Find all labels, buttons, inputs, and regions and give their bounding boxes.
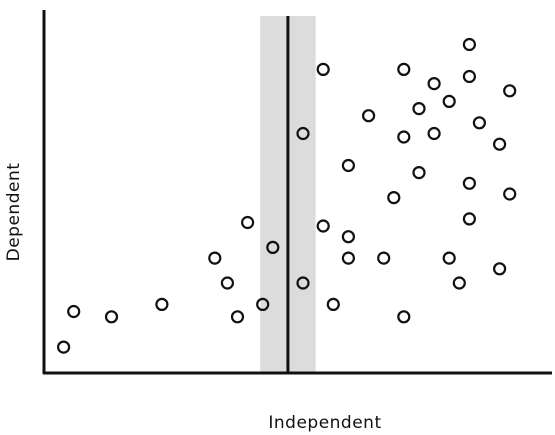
data-point [462, 37, 476, 52]
data-point [56, 340, 71, 354]
data-point [326, 297, 340, 311]
data-point [155, 297, 169, 311]
data-point [341, 251, 355, 265]
data-point [362, 109, 376, 123]
data-point [503, 187, 517, 201]
data-point [230, 310, 245, 324]
data-point [104, 310, 119, 324]
data-point [377, 251, 391, 265]
data-point [397, 130, 411, 144]
data-point [266, 240, 280, 254]
data-point [387, 191, 401, 205]
data-point [341, 230, 355, 244]
data-point [442, 251, 456, 265]
y-axis-label: Dependent [4, 163, 24, 262]
data-point [341, 158, 355, 173]
data-point [208, 251, 222, 265]
data-point [316, 62, 330, 77]
data-point [452, 276, 466, 290]
data-point [462, 176, 476, 190]
data-point [256, 297, 270, 311]
data-point [316, 219, 330, 233]
data-point [412, 101, 426, 116]
data-point [493, 137, 507, 151]
data-point [462, 69, 476, 84]
axes-layer [42, 10, 552, 375]
data-point [397, 62, 411, 77]
data-point [427, 76, 441, 91]
points-layer [56, 37, 517, 354]
data-point [220, 276, 234, 290]
data-point [493, 262, 507, 276]
data-point [442, 94, 456, 109]
data-point [412, 166, 426, 180]
data-point [397, 310, 411, 324]
data-point [241, 215, 255, 230]
data-point [503, 84, 517, 98]
data-point [472, 116, 486, 130]
data-point [462, 212, 476, 226]
x-axis-label: Independent [268, 413, 381, 433]
data-point [296, 276, 310, 290]
data-point [427, 126, 441, 141]
data-point [296, 126, 310, 141]
data-point [67, 304, 81, 319]
